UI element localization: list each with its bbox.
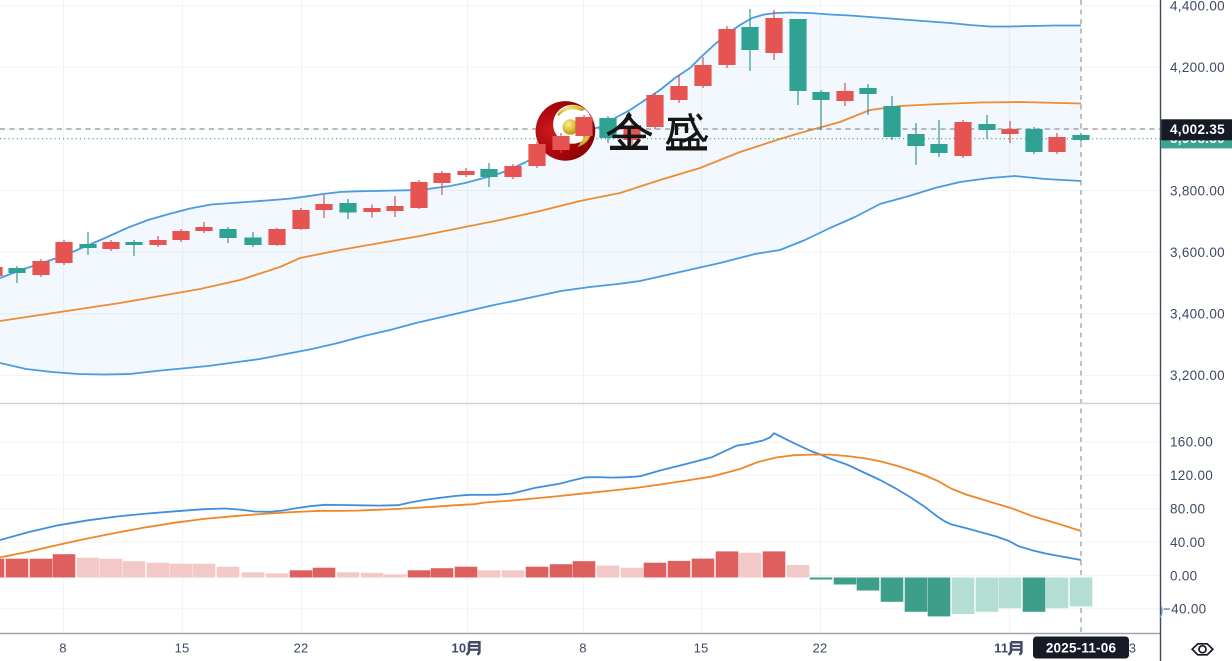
svg-text:8: 8: [579, 641, 586, 656]
svg-text:4,002.35: 4,002.35: [1170, 122, 1225, 137]
svg-text:11: 11: [994, 641, 1008, 656]
svg-text:3: 3: [1129, 641, 1137, 656]
svg-text:22: 22: [813, 641, 828, 656]
svg-text:40.00: 40.00: [1170, 535, 1205, 550]
svg-text:10: 10: [451, 641, 466, 656]
svg-text:−40.00: −40.00: [1163, 602, 1206, 617]
svg-text:8: 8: [59, 641, 66, 656]
svg-text:3,200.00: 3,200.00: [1170, 368, 1225, 383]
svg-text:3,600.00: 3,600.00: [1170, 245, 1225, 260]
svg-text:4,200.00: 4,200.00: [1170, 60, 1225, 75]
svg-text:4,400.00: 4,400.00: [1170, 0, 1225, 14]
svg-text:22: 22: [294, 641, 309, 656]
svg-text:3,800.00: 3,800.00: [1170, 183, 1225, 198]
svg-text:80.00: 80.00: [1170, 502, 1205, 517]
svg-text:3,400.00: 3,400.00: [1170, 307, 1225, 322]
svg-text:0.00: 0.00: [1170, 568, 1197, 583]
svg-text:2025-11-06: 2025-11-06: [1046, 641, 1117, 656]
svg-text:120.00: 120.00: [1170, 468, 1213, 483]
svg-text:160.00: 160.00: [1170, 435, 1213, 450]
svg-text:15: 15: [175, 641, 190, 656]
svg-text:15: 15: [694, 641, 709, 656]
